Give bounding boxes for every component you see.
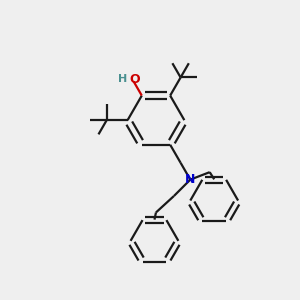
Text: H: H: [118, 74, 127, 84]
Text: N: N: [185, 173, 196, 186]
Text: O: O: [130, 74, 140, 86]
